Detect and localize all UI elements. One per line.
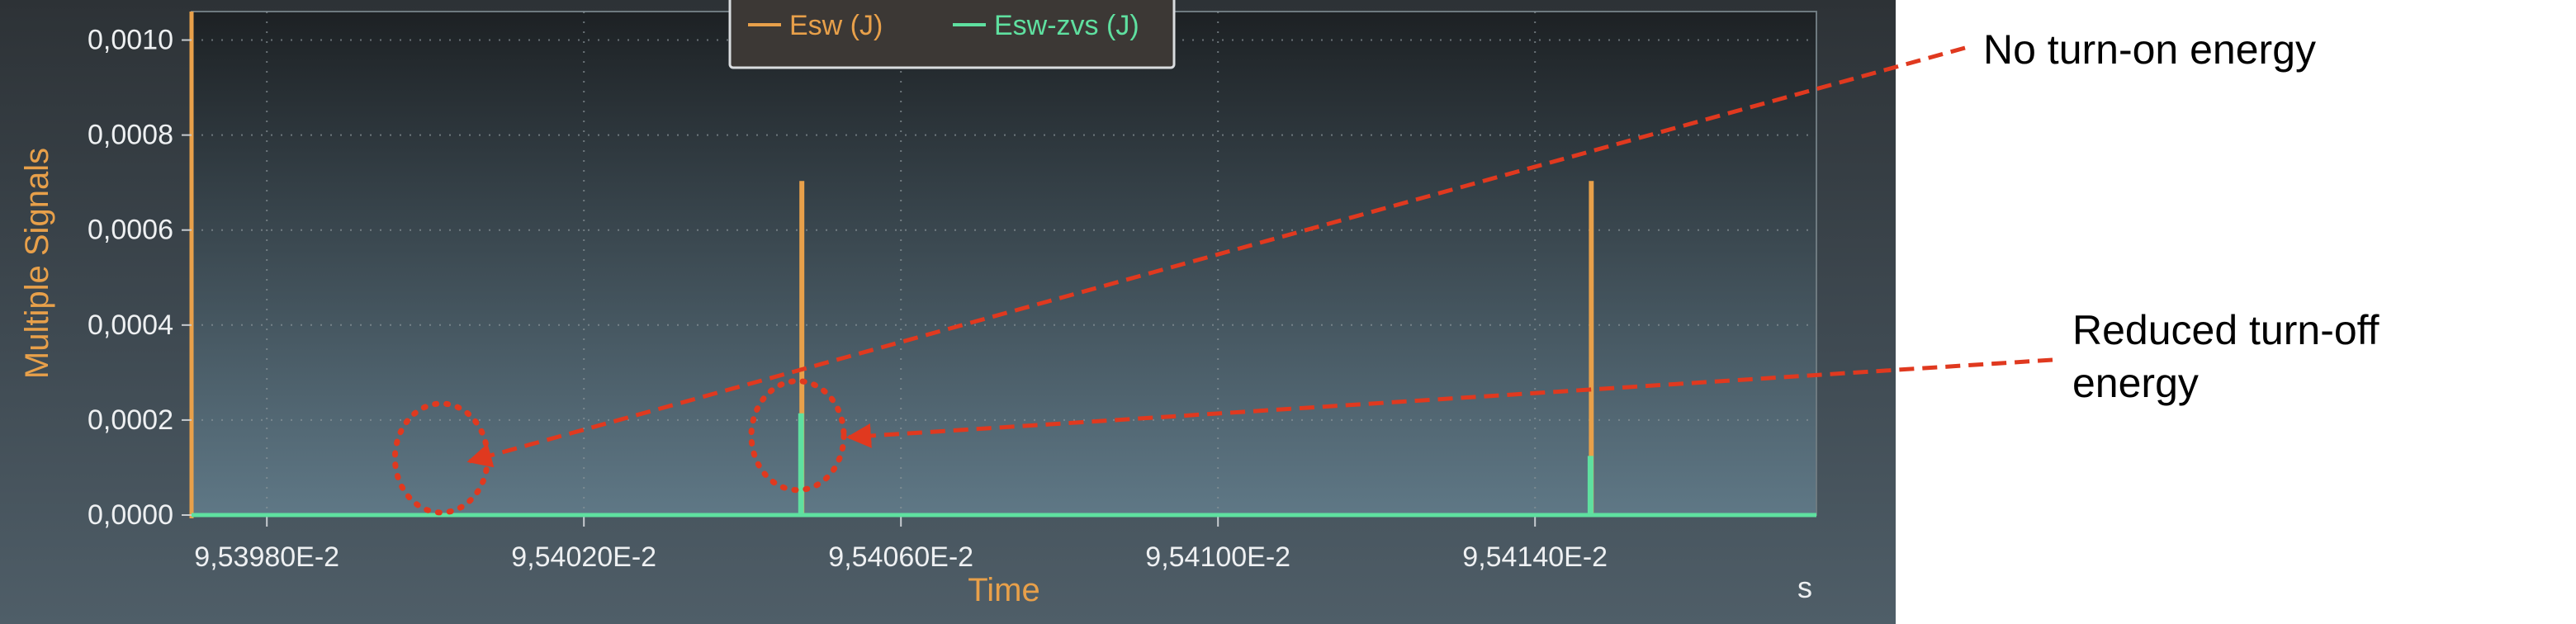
- x-tick-label: 9,54060E-2: [828, 541, 973, 573]
- x-axis-unit: s: [1797, 570, 1812, 604]
- annotation-arrow-turn-on: [466, 45, 1966, 468]
- x-tick-label: 9,53980E-2: [194, 541, 339, 573]
- x-tick-label: 9,54020E-2: [511, 541, 656, 573]
- annotation-reduced-turn-off: Reduced turn-off energy: [2072, 307, 2379, 406]
- annotation-circle-turn-on: [391, 400, 490, 516]
- annotation-arrow-turn-off: [846, 357, 2053, 448]
- legend-label: Esw-zvs (J): [994, 10, 1139, 41]
- legend-label: Esw (J): [789, 10, 883, 41]
- y-tick-label: 0,0006: [88, 215, 173, 246]
- legend-box: [728, 0, 1176, 69]
- y-tick-label: 0,0004: [88, 310, 173, 341]
- x-tick-label: 9,54100E-2: [1145, 541, 1290, 573]
- y-axis-label: Multiple Signals: [19, 148, 55, 379]
- x-tick-label: 9,54140E-2: [1462, 541, 1608, 573]
- y-tick-label: 0,0010: [88, 25, 173, 56]
- y-tick-label: 0,0008: [88, 120, 173, 151]
- chart: 0,0000 0,0002 0,0004 0,0006 0,0008 0,0010 9,53…: [19, 0, 1817, 608]
- y-tick-label: 0,0000: [88, 499, 173, 531]
- series-line-esw-zvs: [192, 413, 1816, 518]
- y-tick-label: 0,0002: [88, 404, 173, 436]
- annotation-circle-turn-off: [748, 378, 847, 494]
- x-axis-label: Time: [968, 572, 1039, 608]
- plot-area: [191, 11, 1817, 516]
- annotation-no-turn-on: No turn-on energy: [1983, 26, 2317, 73]
